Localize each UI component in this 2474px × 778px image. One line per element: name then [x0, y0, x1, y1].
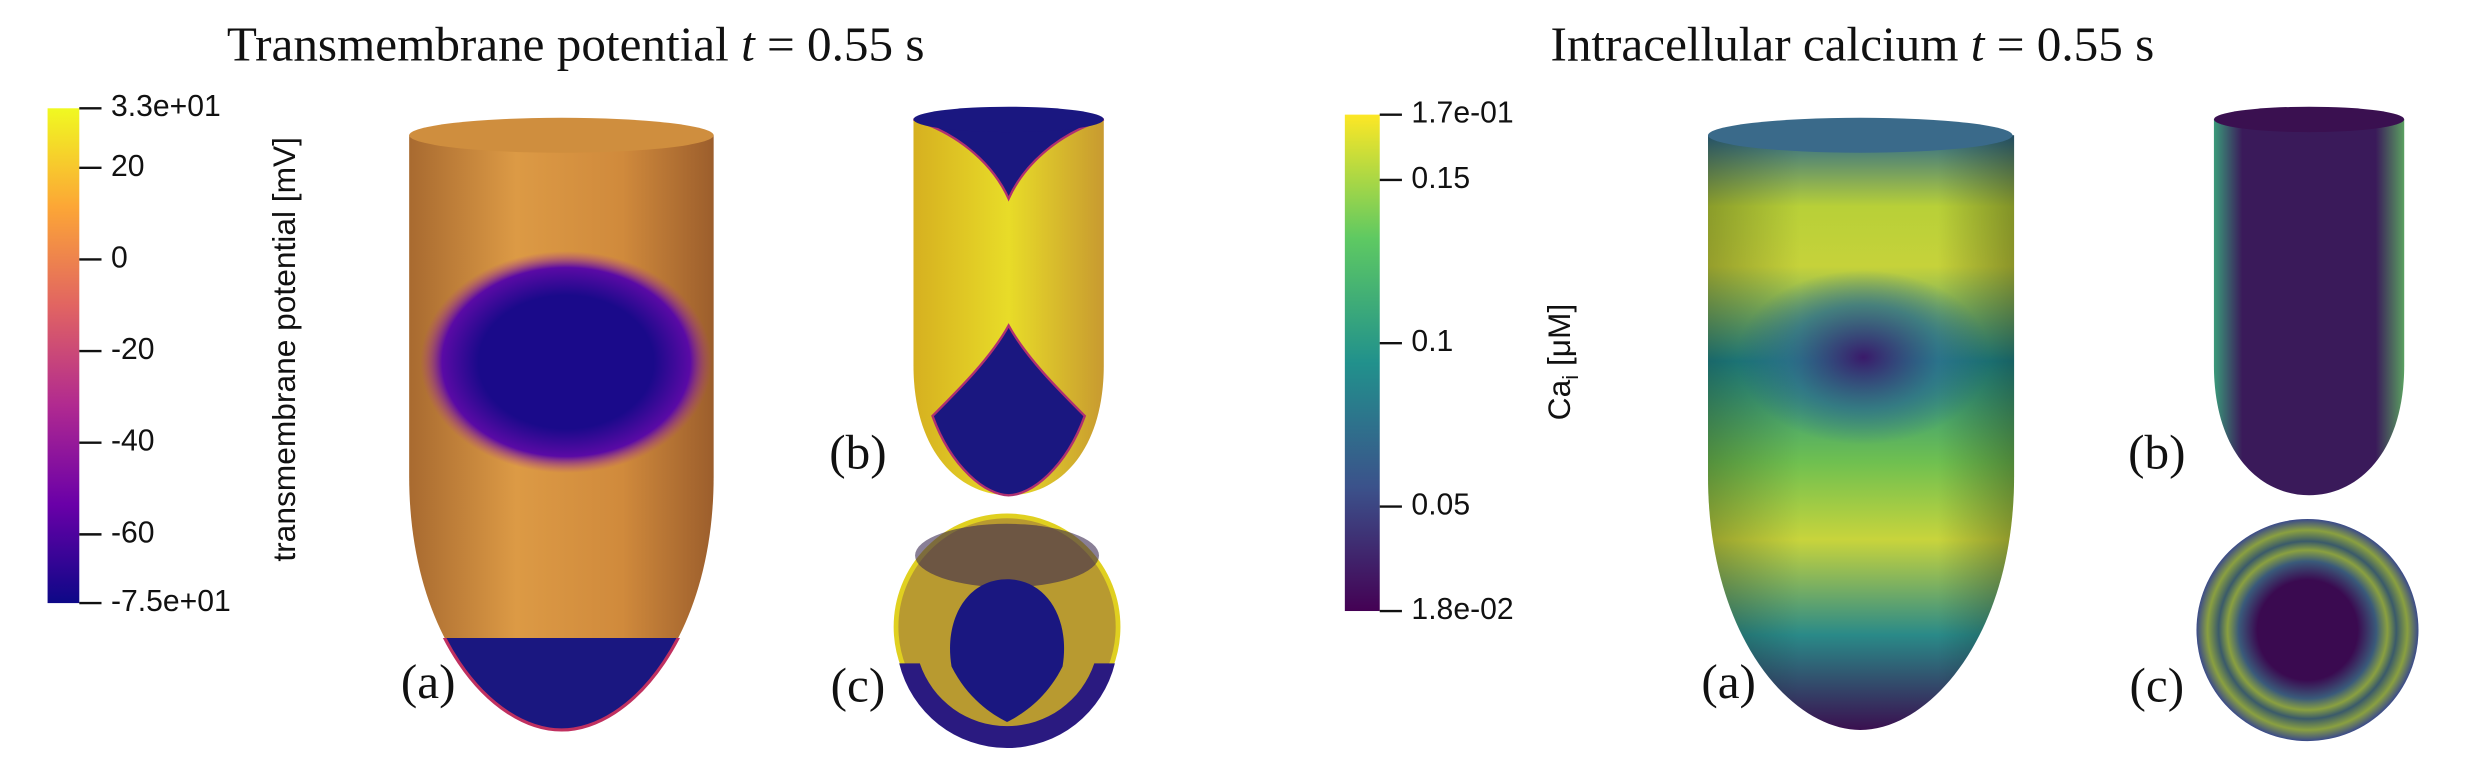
render-a [409, 117, 714, 732]
render-c [893, 513, 1121, 749]
label-rest: [μM] [1541, 304, 1577, 375]
colorbar-tick-label: -7.5e+01 [111, 585, 231, 618]
title-var: t [1971, 17, 1986, 72]
colorbar-tick-label: 0.15 [1411, 162, 1470, 195]
render-c-calcium [2196, 519, 2419, 742]
subfigure-label: (c) [2130, 657, 2185, 712]
colorbar-tick-label: -20 [111, 333, 155, 366]
colorbar [47, 108, 80, 604]
colorbar-tick-label: 3.3e+01 [111, 90, 221, 123]
colorbar-label: Cai [μM] [1541, 304, 1583, 421]
title-rest: = 0.55 s [755, 17, 925, 72]
colorbar-tick-label: 1.8e-02 [1411, 593, 1513, 626]
render-b [913, 106, 1105, 497]
subfigure-label: (a) [401, 654, 456, 709]
label-text: transmembrane potential [mV] [266, 137, 302, 562]
subfigure-label: (b) [2128, 424, 2185, 479]
label-text: Ca [1541, 379, 1577, 420]
render-b-calcium [2213, 106, 2405, 496]
panel-title: Intracellular calcium t = 0.55 s [1550, 17, 2154, 72]
title-var: t [741, 17, 756, 72]
colorbar-tick-label: 0 [111, 241, 128, 274]
label-sub: i [1558, 375, 1583, 380]
title-rest: = 0.55 s [1984, 17, 2154, 72]
colorbar-tick-label: 0.05 [1411, 488, 1470, 521]
colorbar-tick-label: 0.1 [1411, 325, 1453, 358]
colorbar-tick-label: -40 [111, 425, 155, 458]
subfigure-label: (c) [831, 657, 886, 712]
panel-title: Transmembrane potential t = 0.55 s [227, 17, 925, 72]
subfigure-label: (a) [1701, 654, 1756, 709]
colorbar-label: transmembrane potential [mV] [266, 137, 302, 562]
render-a-calcium [1708, 117, 2015, 730]
subfigure-label: (b) [829, 424, 886, 479]
colorbar-tick-label: 20 [111, 150, 145, 183]
colorbar-tick-label: -60 [111, 516, 155, 549]
colorbar-tick-label: 1.7e-01 [1411, 97, 1513, 130]
title-text: Intracellular calcium [1550, 17, 1970, 72]
colorbar [1344, 114, 1380, 612]
title-text: Transmembrane potential [227, 17, 741, 72]
